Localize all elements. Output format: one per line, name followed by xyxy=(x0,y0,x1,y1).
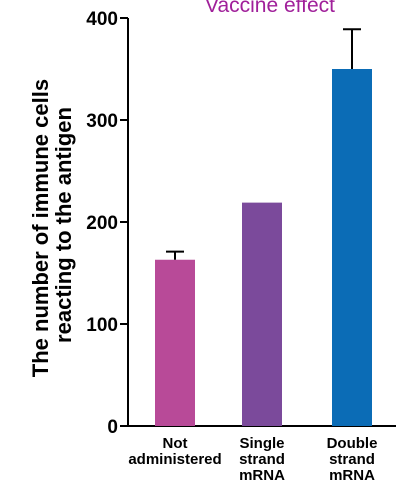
x-tick-label-line: Not xyxy=(163,435,188,452)
x-tick-label-line: mRNA xyxy=(239,467,285,484)
x-tick-label-line: strand xyxy=(239,451,285,468)
y-tick-label: 0 xyxy=(107,417,118,438)
bar xyxy=(332,69,372,426)
y-tick-label: 100 xyxy=(86,315,118,336)
bar xyxy=(242,202,282,426)
x-tick-label-line: administered xyxy=(128,451,221,468)
x-tick-label-line: Double xyxy=(327,435,378,452)
x-tick-label-line: strand xyxy=(329,451,375,468)
y-tick-label: 200 xyxy=(86,213,118,234)
x-tick-label-line: Single xyxy=(239,435,284,452)
x-tick-label: Double strand mRNA xyxy=(327,435,378,484)
x-tick-label: Not administered xyxy=(128,435,221,468)
x-tick-label: Single strand mRNA xyxy=(239,435,285,484)
y-tick-label: 400 xyxy=(86,9,118,30)
y-axis-ticks: 0 100 200 300 400 xyxy=(86,9,128,438)
y-tick-label: 300 xyxy=(86,111,118,132)
bar xyxy=(155,259,195,426)
y-axis-label-line-1: The number of immune cells xyxy=(28,79,53,377)
y-axis-label: The number of immune cells reacting to t… xyxy=(28,73,76,377)
x-tick-label-line: mRNA xyxy=(329,467,375,484)
chart-title: Vaccine effect xyxy=(205,0,335,17)
y-axis-label-line-2: reacting to the antigen xyxy=(51,107,76,343)
bars xyxy=(155,69,372,426)
error-bars xyxy=(166,28,361,260)
